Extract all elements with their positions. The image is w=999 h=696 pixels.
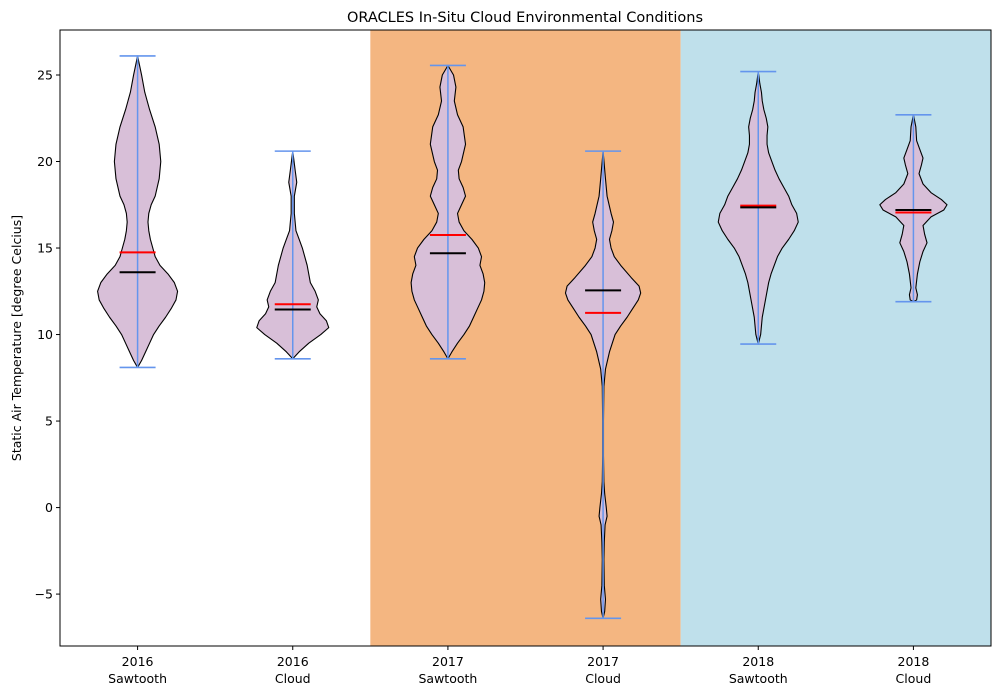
y-axis-label: Static Air Temperature [degree Celcius] [9,215,24,461]
background-bands [370,30,991,646]
y-tick-label: −5 [35,587,53,602]
background-band-2 [680,30,991,646]
violin-5 [717,70,799,345]
violin-2 [256,150,330,360]
y-tick-label: 10 [37,327,53,342]
x-tick-label-year: 2017 [432,654,464,669]
violins [97,55,948,620]
x-tick-label-year: 2017 [587,654,619,669]
x-tick-label-year: 2016 [277,654,309,669]
axes-frame [59,29,992,647]
x-axis-ticks: 2016 Sawtooth 2016 Cloud 2017 Sawtooth 2017 Clo… [108,646,931,686]
x-tick-label-kind: Cloud [275,671,311,686]
background-band-1 [370,30,681,646]
x-tick-label-year: 2016 [122,654,154,669]
y-tick-label: 15 [37,241,53,256]
y-tick-label: 0 [45,500,53,515]
violin-4 [564,150,642,620]
violin-1 [97,55,179,369]
x-tick-label-kind: Cloud [896,671,932,686]
x-tick-label-year: 2018 [742,654,774,669]
x-tick-label-year: 2018 [898,654,930,669]
x-tick-label-kind: Sawtooth [418,671,477,686]
violin-6 [879,113,948,303]
x-tick-label-kind: Sawtooth [729,671,788,686]
x-tick-label-kind: Cloud [585,671,621,686]
y-tick-label: 5 [45,414,53,429]
chart-title: ORACLES In-Situ Cloud Environmental Cond… [347,10,703,26]
y-tick-label: 20 [37,154,53,169]
y-axis-ticks: −5 0 5 10 15 20 25 [35,67,60,602]
violin-3 [410,64,486,360]
y-tick-label: 25 [37,67,53,82]
x-tick-label-kind: Sawtooth [108,671,167,686]
